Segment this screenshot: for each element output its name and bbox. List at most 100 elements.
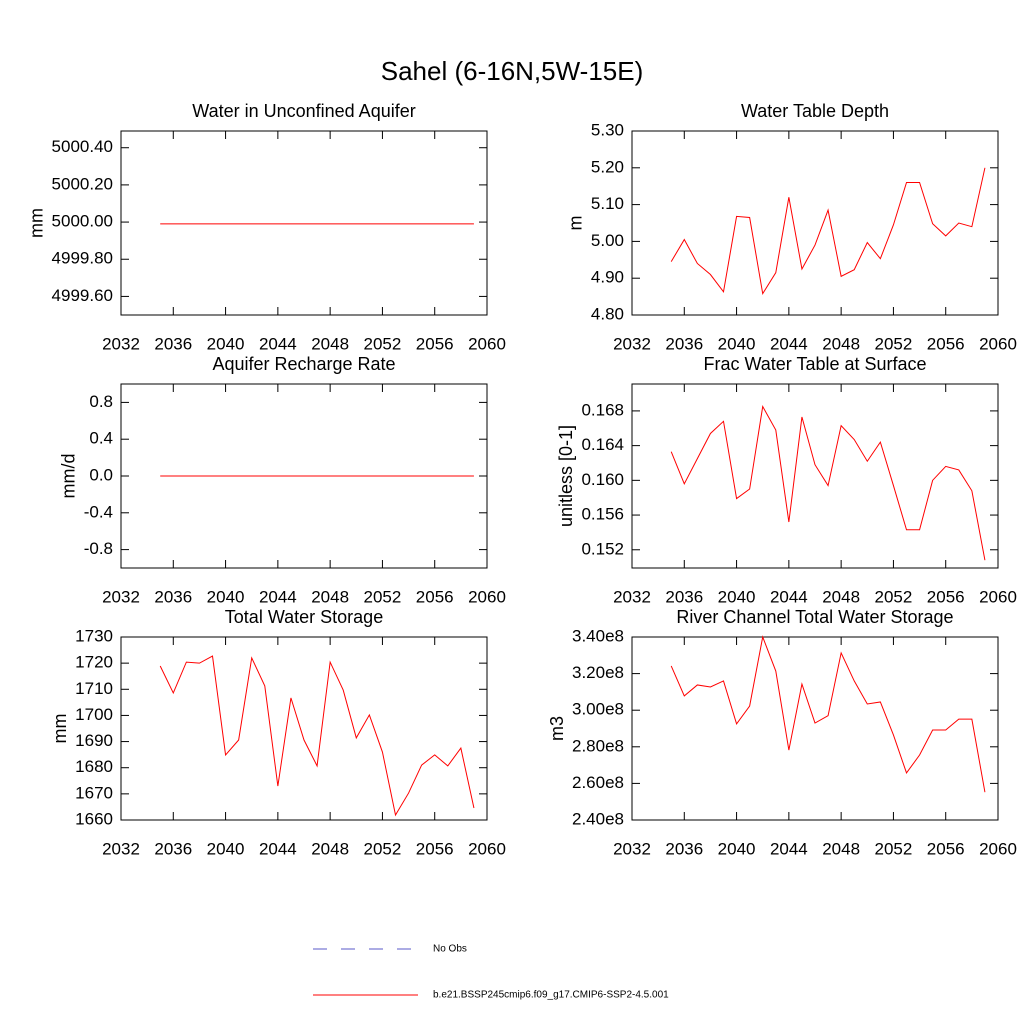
x-tick-label: 2044 <box>770 587 808 606</box>
y-tick-label: 3.20e8 <box>572 663 624 682</box>
x-tick-label: 2040 <box>718 334 756 353</box>
y-tick-label: 5000.40 <box>52 137 113 156</box>
x-tick-label: 2056 <box>416 839 454 858</box>
x-tick-label: 2052 <box>364 839 402 858</box>
panel: Aquifer Recharge Rate 2032 2036 2040 2044 204… <box>58 354 505 607</box>
y-tick-label: 4.90 <box>591 268 624 287</box>
y-tick-label: 1670 <box>75 783 113 802</box>
x-tick-label: 2040 <box>207 839 245 858</box>
x-tick-label: 2040 <box>718 839 756 858</box>
data-line <box>159 655 475 817</box>
x-tick-label: 2048 <box>311 839 349 858</box>
y-axis-label: mm <box>50 714 70 744</box>
y-tick-label: 0.164 <box>581 435 624 454</box>
x-tick-label: 2056 <box>927 334 965 353</box>
x-tick-label: 2052 <box>364 587 402 606</box>
x-tick-label: 2048 <box>822 839 860 858</box>
x-tick-label: 2060 <box>468 839 506 858</box>
y-tick-label: 5.20 <box>591 157 624 176</box>
data-line <box>670 405 986 561</box>
panel-title: Total Water Storage <box>225 607 383 627</box>
x-tick-label: 2048 <box>822 587 860 606</box>
x-tick-label: 2060 <box>468 587 506 606</box>
plot-frame <box>120 636 488 821</box>
y-tick-label: 2.60e8 <box>572 773 624 792</box>
plot-frame <box>631 636 999 821</box>
y-tick-label: 0.4 <box>89 429 113 448</box>
x-tick-label: 2052 <box>364 334 402 353</box>
y-tick-label: 5000.20 <box>52 174 113 193</box>
panel: Frac Water Table at Surface 2032 2036 2040 2… <box>556 354 1017 607</box>
y-tick-label: 2.80e8 <box>572 736 624 755</box>
y-axis-label: mm/d <box>58 454 78 499</box>
y-tick-label: 1680 <box>75 757 113 776</box>
x-tick-label: 2032 <box>613 334 651 353</box>
y-axis-label: m3 <box>547 716 567 741</box>
y-tick-label: 4.80 <box>591 304 624 323</box>
x-tick-label: 2060 <box>468 334 506 353</box>
y-tick-label: 2.40e8 <box>572 809 624 828</box>
panel-title: Aquifer Recharge Rate <box>212 354 395 374</box>
data-line <box>670 635 986 793</box>
plot-frame <box>631 383 999 569</box>
x-tick-label: 2032 <box>102 587 140 606</box>
y-tick-label: 0.156 <box>581 505 624 524</box>
y-tick-label: 5.10 <box>591 194 624 213</box>
y-tick-label: 1660 <box>75 809 113 828</box>
x-tick-label: 2052 <box>875 587 913 606</box>
x-tick-label: 2056 <box>416 587 454 606</box>
y-tick-label: 3.40e8 <box>572 626 624 645</box>
x-tick-label: 2044 <box>770 839 808 858</box>
y-tick-label: -0.4 <box>84 502 113 521</box>
y-tick-label: 4999.80 <box>52 249 113 268</box>
y-tick-label: 0.8 <box>89 392 113 411</box>
x-tick-label: 2044 <box>259 334 297 353</box>
x-tick-label: 2040 <box>207 334 245 353</box>
panel-title: Water Table Depth <box>741 101 889 121</box>
panel: River Channel Total Water Storage 2032 203… <box>547 607 1017 859</box>
x-tick-label: 2032 <box>613 839 651 858</box>
x-tick-label: 2036 <box>665 334 703 353</box>
y-axis-label: mm <box>26 208 46 238</box>
y-tick-label: 5.00 <box>591 231 624 250</box>
y-tick-label: 5.30 <box>591 120 624 139</box>
data-line <box>670 167 986 296</box>
x-tick-label: 2040 <box>207 587 245 606</box>
y-tick-label: 0.0 <box>89 465 113 484</box>
x-tick-label: 2052 <box>875 334 913 353</box>
y-tick-label: 0.168 <box>581 400 624 419</box>
x-tick-label: 2032 <box>102 839 140 858</box>
plot-frame <box>120 130 488 316</box>
x-tick-label: 2036 <box>154 839 192 858</box>
y-tick-label: 1690 <box>75 731 113 750</box>
x-tick-label: 2044 <box>770 334 808 353</box>
y-tick-label: 1710 <box>75 679 113 698</box>
x-tick-label: 2048 <box>311 587 349 606</box>
x-tick-label: 2044 <box>259 587 297 606</box>
x-tick-label: 2036 <box>154 587 192 606</box>
x-tick-label: 2036 <box>154 334 192 353</box>
x-tick-label: 2036 <box>665 587 703 606</box>
x-tick-label: 2060 <box>979 839 1017 858</box>
x-tick-label: 2044 <box>259 839 297 858</box>
y-axis-label: unitless [0-1] <box>556 425 576 527</box>
panel-title: River Channel Total Water Storage <box>676 607 953 627</box>
x-tick-label: 2056 <box>416 334 454 353</box>
y-tick-label: 5000.00 <box>52 212 113 231</box>
y-tick-label: 1720 <box>75 653 113 672</box>
x-tick-label: 2056 <box>927 839 965 858</box>
y-tick-label: 1730 <box>75 626 113 645</box>
y-tick-label: -0.8 <box>84 539 113 558</box>
x-tick-label: 2048 <box>822 334 860 353</box>
x-tick-label: 2060 <box>979 587 1017 606</box>
x-tick-label: 2032 <box>613 587 651 606</box>
y-axis-label: m <box>566 216 586 231</box>
x-tick-label: 2032 <box>102 334 140 353</box>
y-tick-label: 0.160 <box>581 470 624 489</box>
y-tick-label: 4999.60 <box>52 286 113 305</box>
panel-title: Frac Water Table at Surface <box>703 354 926 374</box>
x-tick-label: 2052 <box>875 839 913 858</box>
y-tick-label: 0.152 <box>581 539 624 558</box>
plot-frame <box>631 130 999 316</box>
